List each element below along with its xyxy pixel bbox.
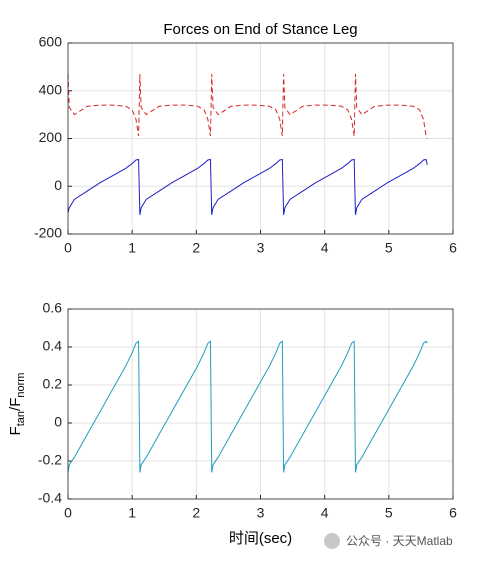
watermark: 公众号 · 天天Matlab <box>346 534 453 548</box>
y-tick-label: 0.4 <box>43 338 63 354</box>
y-tick-label: -0.4 <box>38 490 62 506</box>
y-axis-label-part: F <box>7 426 24 435</box>
x-tick-label: 3 <box>257 240 265 256</box>
x-axis-label: 时间(sec) <box>229 530 292 547</box>
x-tick-label: 6 <box>449 505 457 521</box>
axes-box <box>67 308 454 500</box>
series-line <box>67 74 428 139</box>
series-line <box>67 158 428 215</box>
y-tick-label: 0.6 <box>43 300 63 316</box>
x-tick-label: 6 <box>449 240 457 256</box>
x-tick-label: 0 <box>64 240 72 256</box>
x-tick-label: 5 <box>385 505 393 521</box>
y-axis-label-part: norm <box>15 373 27 398</box>
x-tick-label: 0 <box>64 505 72 521</box>
y-tick-label: 0 <box>54 177 62 193</box>
x-tick-label: 5 <box>385 240 393 256</box>
y-tick-label: 0.2 <box>43 376 63 392</box>
x-tick-label: 2 <box>192 240 200 256</box>
x-tick-label: 4 <box>321 240 329 256</box>
y-tick-label: -0.2 <box>38 452 62 468</box>
x-tick-label: 1 <box>128 505 136 521</box>
y-axis-label-part: /F <box>7 398 24 411</box>
y-axis-label: Ftan/Fnorm <box>7 373 27 436</box>
x-tick-label: 3 <box>257 505 265 521</box>
chart-title: Forces on End of Stance Leg <box>163 21 357 38</box>
x-tick-label: 1 <box>128 240 136 256</box>
watermark-icon <box>324 533 340 549</box>
x-tick-label: 2 <box>192 505 200 521</box>
axes-box <box>67 42 454 235</box>
x-tick-label: 4 <box>321 505 329 521</box>
y-tick-label: 200 <box>39 129 63 145</box>
y-tick-label: 600 <box>39 34 63 50</box>
y-tick-label: 0 <box>54 414 62 430</box>
y-axis-label-part: tan <box>15 411 27 426</box>
y-tick-label: 400 <box>39 81 63 97</box>
y-tick-label: -200 <box>34 225 62 241</box>
series-line <box>67 340 428 473</box>
